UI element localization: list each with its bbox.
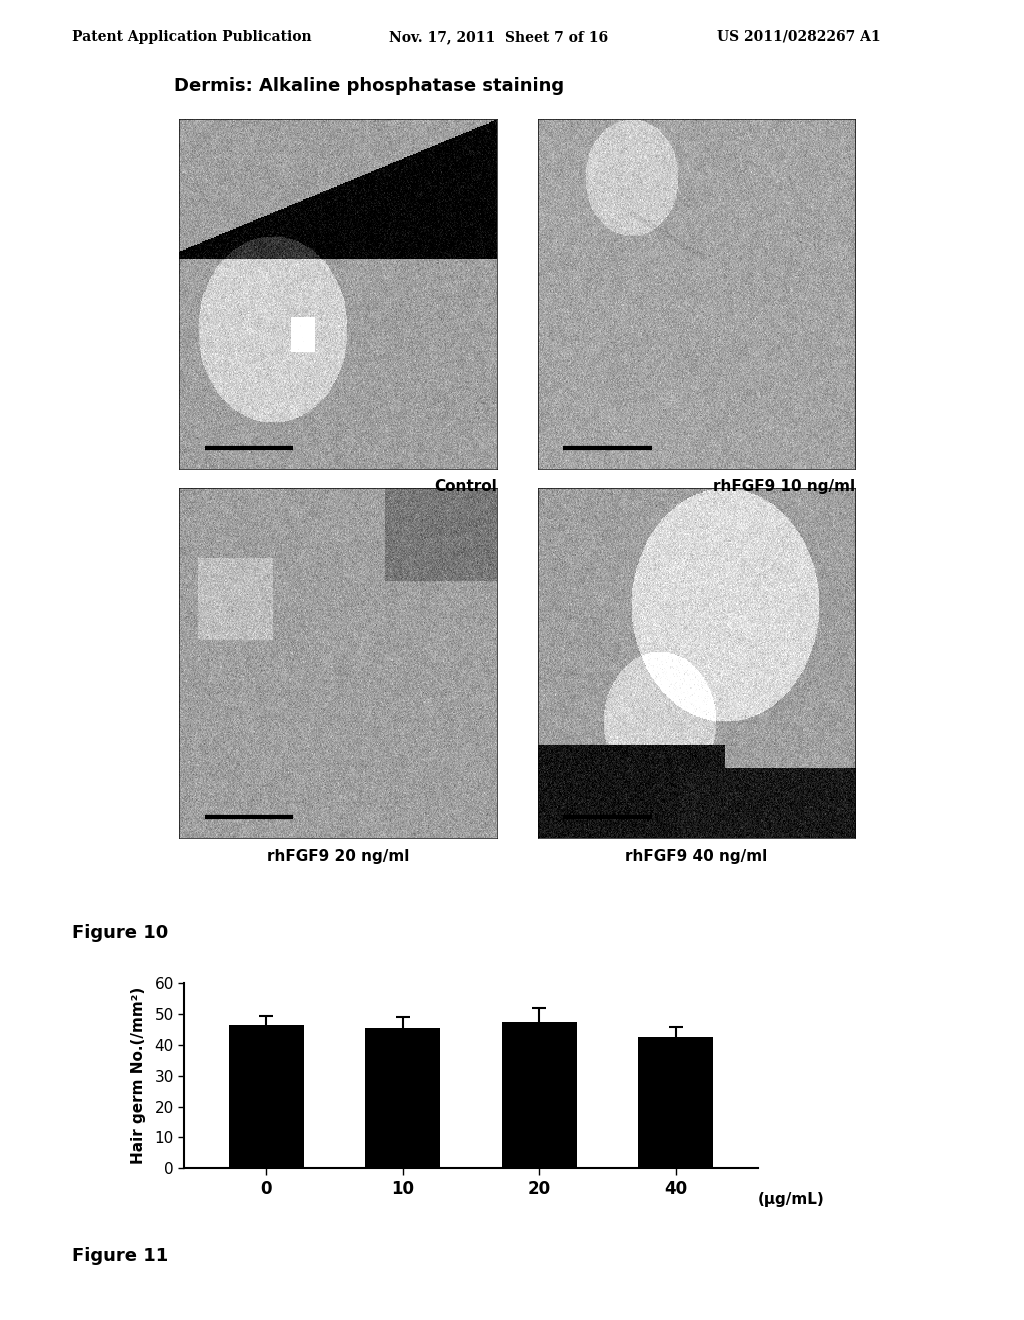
Bar xyxy=(502,1022,577,1168)
Text: rhFGF9 40 ng/ml: rhFGF9 40 ng/ml xyxy=(626,849,767,863)
Text: rhFGF9 10 ng/ml: rhFGF9 10 ng/ml xyxy=(713,479,855,494)
Bar xyxy=(366,1028,440,1168)
Text: rhFGF9 20 ng/ml: rhFGF9 20 ng/ml xyxy=(266,849,410,863)
Y-axis label: Hair germ No.(/mm²): Hair germ No.(/mm²) xyxy=(131,987,146,1164)
Text: US 2011/0282267 A1: US 2011/0282267 A1 xyxy=(717,30,881,44)
Bar xyxy=(228,1026,304,1168)
Text: (μg/mL): (μg/mL) xyxy=(758,1192,824,1208)
Text: Nov. 17, 2011  Sheet 7 of 16: Nov. 17, 2011 Sheet 7 of 16 xyxy=(389,30,608,44)
Text: Figure 10: Figure 10 xyxy=(72,924,168,942)
Bar xyxy=(638,1038,714,1168)
Text: Control: Control xyxy=(434,479,497,494)
Text: Patent Application Publication: Patent Application Publication xyxy=(72,30,311,44)
Text: Dermis: Alkaline phosphatase staining: Dermis: Alkaline phosphatase staining xyxy=(174,77,564,95)
Text: Figure 11: Figure 11 xyxy=(72,1247,168,1266)
